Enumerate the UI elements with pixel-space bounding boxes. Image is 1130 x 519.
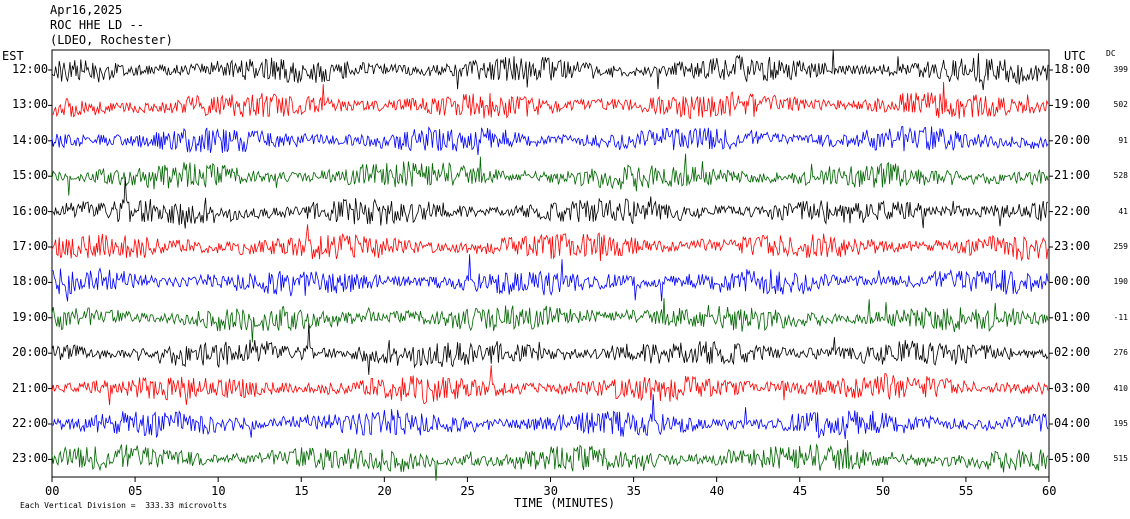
- scale-note: Each Vertical Division = 333.33 microvol…: [20, 501, 228, 510]
- utc-hour-label: 04:00: [1054, 416, 1091, 430]
- chart-date: Apr16,2025: [50, 3, 123, 17]
- utc-hour-label: 03:00: [1054, 380, 1091, 395]
- utc-hour-label: 23:00: [1054, 239, 1091, 253]
- dc-offset-value: 195: [1113, 419, 1128, 428]
- dc-offset-value: 41: [1118, 206, 1128, 216]
- x-tick-label: 60: [1042, 484, 1057, 498]
- x-tick-label: 25: [460, 484, 475, 498]
- x-tick-label: 20: [377, 484, 392, 498]
- dc-offset-value: 259: [1113, 242, 1128, 251]
- est-hour-label: 16:00: [12, 203, 49, 218]
- utc-hour-label: 01:00: [1054, 309, 1091, 324]
- est-hour-label: 23:00: [12, 451, 49, 466]
- trace-row-1900: [51, 298, 1049, 343]
- utc-hour-label: 22:00: [1054, 203, 1091, 218]
- utc-hour-label: 18:00: [1054, 62, 1091, 76]
- est-hour-label: 14:00: [12, 132, 49, 147]
- trace-row-2100: [51, 365, 1049, 406]
- dc-column-label: DC: [1106, 49, 1116, 58]
- x-tick-label: 50: [875, 484, 891, 498]
- trace-row-2300: [51, 440, 1049, 481]
- dc-offset-value: 190: [1113, 277, 1128, 287]
- chart-location: (LDEO, Rochester): [50, 33, 173, 47]
- x-tick-label: 00: [45, 484, 60, 498]
- plot-frame: [51, 49, 1050, 478]
- est-hour-label: 22:00: [12, 416, 49, 430]
- trace-row-1300: [51, 81, 1049, 120]
- dc-offset-value: 528: [1113, 171, 1128, 181]
- trace-row-1500: [51, 153, 1049, 196]
- trace-row-2200: [51, 394, 1049, 440]
- utc-hour-label: 02:00: [1054, 345, 1091, 360]
- est-hour-label: 12:00: [12, 62, 49, 76]
- est-hour-label: 20:00: [12, 345, 49, 360]
- x-tick-label: 30: [543, 484, 558, 498]
- est-hour-label: 21:00: [12, 380, 49, 395]
- utc-hour-label: 05:00: [1054, 451, 1091, 466]
- utc-hour-label: 20:00: [1054, 132, 1091, 147]
- dc-offset-value: 502: [1113, 100, 1128, 110]
- x-tick-label: 10: [211, 484, 226, 498]
- dc-offset-value: 276: [1113, 348, 1128, 358]
- x-tick-label: 45: [792, 484, 808, 498]
- x-tick-label: 05: [128, 484, 143, 498]
- utc-hour-label: 19:00: [1054, 97, 1091, 112]
- dc-offset-value: 399: [1113, 65, 1128, 74]
- x-tick-label: 35: [626, 484, 642, 498]
- est-hour-label: 19:00: [12, 309, 49, 324]
- trace-row-2000: [51, 323, 1049, 375]
- chart-station: ROC HHE LD --: [50, 18, 144, 32]
- x-tick-label: 15: [294, 484, 309, 498]
- dc-offset-value: 410: [1113, 383, 1128, 393]
- trace-row-1200: [51, 49, 1049, 91]
- trace-row-1400: [51, 126, 1049, 156]
- utc-axis-label: UTC: [1064, 49, 1086, 63]
- utc-hour-label: 21:00: [1054, 168, 1091, 183]
- trace-row-1800: [51, 254, 1049, 302]
- x-tick-label: 40: [709, 484, 725, 498]
- trace-row-1700: [51, 224, 1049, 262]
- x-axis-title: TIME (MINUTES): [514, 496, 616, 510]
- utc-hour-label: 00:00: [1054, 274, 1091, 289]
- est-hour-label: 13:00: [12, 97, 49, 112]
- trace-row-1600: [51, 176, 1049, 229]
- est-hour-label: 15:00: [12, 168, 49, 183]
- est-hour-label: 18:00: [12, 274, 49, 289]
- x-tick-label: 55: [958, 484, 974, 498]
- dc-offset-value: 91: [1118, 135, 1128, 145]
- est-axis-label: EST: [2, 49, 24, 63]
- dc-offset-value: -11: [1113, 312, 1128, 322]
- dc-offset-value: 515: [1113, 454, 1128, 464]
- est-hour-label: 17:00: [12, 239, 49, 253]
